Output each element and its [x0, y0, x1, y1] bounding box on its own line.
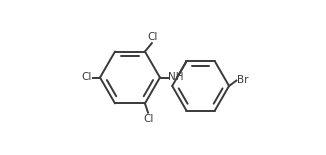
- Text: NH: NH: [168, 72, 184, 82]
- Text: Cl: Cl: [82, 73, 92, 82]
- Text: Cl: Cl: [147, 32, 158, 42]
- Text: Br: Br: [237, 75, 248, 85]
- Text: Cl: Cl: [144, 114, 154, 124]
